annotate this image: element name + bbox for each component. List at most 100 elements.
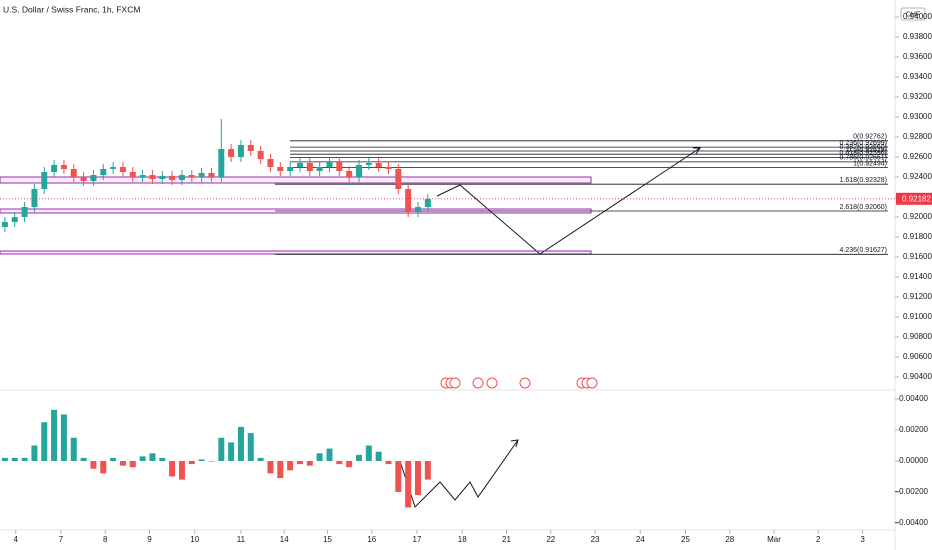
x-tick-label: 2: [816, 535, 821, 544]
y-tick-label: 0.91600: [903, 252, 932, 261]
candle-body: [365, 163, 372, 165]
event-icon[interactable]: [486, 377, 498, 389]
x-tick-label: 8: [103, 535, 108, 544]
y-tick-label: 0.93000: [903, 112, 932, 121]
histogram-bar: [247, 433, 254, 462]
histogram-bar: [139, 456, 146, 462]
candle-body: [326, 162, 333, 167]
histogram-bar: [208, 461, 215, 462]
candle-body: [247, 145, 254, 151]
candle-body: [178, 175, 185, 180]
x-tick-label: 24: [636, 535, 645, 544]
candle-body: [218, 149, 225, 177]
fib-label: 1(0.92494): [853, 160, 887, 167]
histogram-bar: [385, 461, 392, 465]
histogram-bar: [287, 461, 294, 471]
x-tick-label: 18: [458, 535, 467, 544]
x-tick-label: 21: [502, 535, 511, 544]
y-tick-label: 0.91200: [903, 292, 932, 301]
fib-label: 0.236(0.92699): [840, 140, 887, 147]
x-tick-label: 22: [546, 535, 555, 544]
y-tick-label: 0.90400: [903, 372, 932, 381]
y-tick-label: 0.92400: [903, 172, 932, 181]
candle-body: [208, 173, 215, 177]
histogram-bar: [405, 461, 412, 508]
x-tick-label: 4: [14, 535, 19, 544]
histogram-bar: [306, 461, 313, 466]
candle-body: [267, 159, 274, 167]
currency-badge[interactable]: [900, 7, 926, 21]
fib-label: 0.382(0.92660): [840, 144, 887, 151]
y-tick-label: 0.90600: [903, 352, 932, 361]
projection-path: [436, 147, 701, 255]
x-tick-label: 11: [237, 535, 246, 544]
y-tick-label: 0.91400: [903, 272, 932, 281]
histogram-bar: [149, 453, 156, 462]
candle-body: [306, 163, 313, 171]
candle-body: [336, 162, 343, 171]
event-icon[interactable]: [472, 377, 484, 389]
candle-body: [346, 171, 353, 177]
candle-body: [139, 175, 146, 177]
x-tick-label: 7: [59, 535, 64, 544]
x-tick-label: 28: [725, 535, 734, 544]
zone: [0, 250, 592, 255]
candle-body: [355, 165, 362, 177]
x-tick-label: 9: [147, 535, 152, 544]
candle-body: [90, 175, 97, 181]
histogram-bar: [159, 457, 166, 462]
candle-body: [405, 189, 412, 212]
candle-body: [169, 176, 176, 180]
candle-body: [60, 165, 67, 169]
currency-label: CHF: [906, 11, 920, 18]
histogram-bar: [129, 461, 136, 468]
candle-body: [100, 169, 107, 175]
y-tick-label: 0.00000: [899, 456, 928, 465]
y-tick-label: 0.92600: [903, 152, 932, 161]
fib-label: 0(0.92762): [853, 134, 887, 141]
event-icon[interactable]: [449, 377, 461, 389]
candle-body: [149, 175, 156, 179]
x-tick-label: 23: [591, 535, 600, 544]
zone: [0, 176, 592, 184]
event-icon[interactable]: [519, 377, 531, 389]
histogram-bar: [365, 445, 372, 462]
x-tick-label: 3: [860, 535, 865, 544]
histogram-bar: [70, 437, 77, 462]
candle-body: [159, 176, 166, 179]
histogram-bar: [11, 457, 18, 462]
candle-body: [51, 165, 58, 172]
candle-body: [287, 167, 294, 171]
histogram-bar: [100, 461, 107, 474]
histogram-bar: [277, 461, 284, 479]
candle-body: [11, 217, 18, 222]
y-tick-label: 0.93200: [903, 92, 932, 101]
x-tick-label: 16: [367, 535, 376, 544]
candle-body: [228, 149, 235, 157]
y-tick-label: 0.93400: [903, 72, 932, 81]
candle-body: [110, 167, 117, 169]
y-tick-label: 0.92000: [903, 212, 932, 221]
y-tick-label: 0.00200: [899, 425, 928, 434]
fib-label: 0.5(0.92628): [847, 147, 887, 154]
y-tick-label: 0.00400: [899, 394, 928, 403]
candle-body: [395, 169, 402, 189]
histogram-bar: [119, 461, 126, 466]
x-tick-label: 15: [323, 535, 332, 544]
candle-body: [385, 167, 392, 169]
candle-body: [237, 145, 244, 157]
event-icon[interactable]: [586, 377, 598, 389]
candle-body: [316, 167, 323, 171]
candle-body: [257, 151, 264, 159]
x-tick-label: 25: [681, 535, 690, 544]
histogram-bar: [414, 461, 421, 496]
x-tick-label: 14: [280, 535, 289, 544]
chart-title: U.S. Dollar / Swiss Franc, 1h, FXCM: [3, 4, 140, 14]
candle-body: [21, 207, 28, 217]
candle-body: [375, 163, 382, 167]
histogram-bar: [31, 445, 38, 462]
candle-body: [188, 175, 195, 177]
